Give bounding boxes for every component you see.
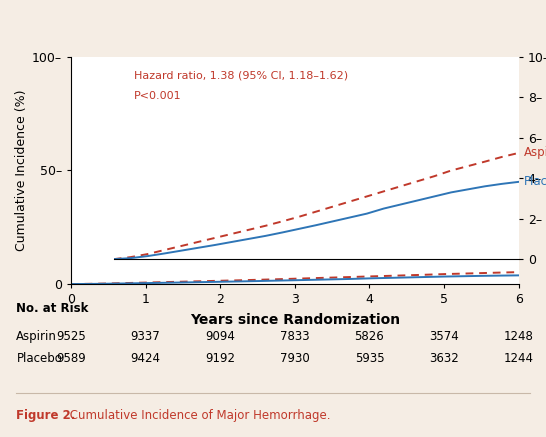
Text: No. at Risk: No. at Risk	[16, 302, 89, 315]
Y-axis label: Cumulative Incidence (%): Cumulative Incidence (%)	[15, 90, 28, 251]
Text: 9589: 9589	[56, 352, 86, 365]
Text: 7930: 7930	[280, 352, 310, 365]
Text: Aspirin: Aspirin	[524, 146, 546, 160]
Text: P<0.001: P<0.001	[134, 91, 182, 101]
Text: 5935: 5935	[355, 352, 384, 365]
Text: 9525: 9525	[56, 330, 86, 343]
Text: 9192: 9192	[205, 352, 235, 365]
Text: Placebo: Placebo	[16, 352, 62, 365]
Text: Hazard ratio, 1.38 (95% CI, 1.18–1.62): Hazard ratio, 1.38 (95% CI, 1.18–1.62)	[134, 71, 348, 81]
Text: 9094: 9094	[205, 330, 235, 343]
Text: 1248: 1248	[504, 330, 533, 343]
Text: 1244: 1244	[504, 352, 533, 365]
Text: 7833: 7833	[280, 330, 310, 343]
Text: 5826: 5826	[354, 330, 384, 343]
Text: Cumulative Incidence of Major Hemorrhage.: Cumulative Incidence of Major Hemorrhage…	[66, 409, 330, 422]
Text: 3574: 3574	[429, 330, 459, 343]
Text: Aspirin: Aspirin	[16, 330, 57, 343]
Text: 3632: 3632	[429, 352, 459, 365]
Text: 9337: 9337	[130, 330, 161, 343]
X-axis label: Years since Randomization: Years since Randomization	[190, 313, 400, 327]
Text: 9424: 9424	[130, 352, 161, 365]
Text: Figure 2.: Figure 2.	[16, 409, 76, 422]
Text: Placebo: Placebo	[524, 175, 546, 188]
